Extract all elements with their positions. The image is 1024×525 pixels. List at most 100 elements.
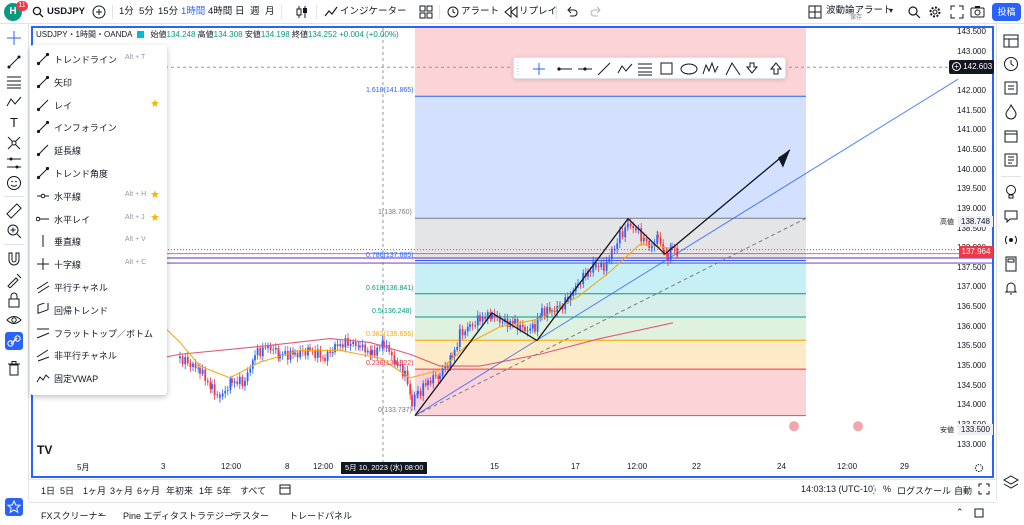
layout-grid-icon[interactable] [808,5,822,22]
indicators-button[interactable]: インジケーター [340,6,407,17]
interval-4h[interactable]: 4時間 [208,6,233,17]
menu-item-horizontal-line[interactable]: 水平線 Alt + H ★ [30,186,167,208]
emoji-icon[interactable] [6,175,22,191]
range-button[interactable]: 1年 [199,486,214,496]
fib-tool-icon[interactable] [6,74,22,90]
interval-day[interactable]: 日 [235,6,245,17]
candle-style-icon[interactable] [295,5,309,22]
zoom-in-icon[interactable] [6,223,22,239]
price-chart[interactable] [33,28,992,476]
watchlist-icon[interactable] [1003,33,1019,49]
interval-5m[interactable]: 5分 [139,6,154,17]
eye-icon[interactable] [6,312,22,328]
range-button[interactable]: 6ヶ月 [137,486,161,496]
range-button[interactable]: 3ヶ月 [110,486,134,496]
streams-icon[interactable] [1003,232,1019,248]
interval-month[interactable]: 月 [265,6,275,17]
ruler-icon[interactable] [6,203,22,219]
symbol-search[interactable]: USDJPY [47,6,86,17]
settings-gear-icon[interactable] [928,5,942,22]
panel-tab[interactable]: Pine エディタ [123,511,179,521]
legend-title[interactable]: USDJPY・1時間・OANDA [36,30,133,39]
expand-icon[interactable] [978,483,990,497]
menu-item-info-line[interactable]: インフォライン [30,117,167,139]
measure-group-icon[interactable] [6,155,22,171]
menu-item-trendline[interactable]: トレンドライン Alt + T [30,49,167,71]
redo-icon[interactable] [589,5,603,22]
lock-icon[interactable] [6,292,22,308]
tradingview-logo[interactable]: TV [37,443,53,457]
menu-item-regression-trend[interactable]: 回帰トレンド [30,300,167,322]
camera-icon[interactable] [970,5,985,22]
sync-drawings-icon[interactable] [5,332,23,350]
menu-item-parallel-channel[interactable]: 平行チャネル [30,277,167,299]
menu-item-vertical-line[interactable]: 垂直線 Alt + V [30,231,167,253]
crosshair-tool-icon[interactable] [6,30,22,46]
interval-week[interactable]: 週 [250,6,260,17]
range-button[interactable]: 5日 [60,486,75,496]
trendline-tool-icon[interactable] [6,54,22,70]
replay-button[interactable]: リプレイ [519,6,558,17]
publish-button[interactable]: 投稿 [992,3,1021,21]
stay-drawing-icon[interactable] [6,272,22,289]
data-window-icon[interactable] [1003,80,1019,96]
floating-toolbar-icons[interactable] [514,58,787,80]
calculator-icon[interactable] [1003,256,1019,272]
chevron-down-icon[interactable]: ⌄ [229,507,237,517]
menu-item-trend-angle[interactable]: トレンド角度 [30,163,167,185]
interval-15m[interactable]: 15分 [158,6,179,17]
axis-settings-icon[interactable] [974,463,984,476]
range-button[interactable]: 1日 [41,486,56,496]
menu-item-cross-line[interactable]: 十字線 Alt + C [30,254,167,276]
menu-item-flat-top-bottom[interactable]: フラットトップ／ボトム [30,323,167,345]
layout-name[interactable]: 波動論アラート [826,5,893,16]
menu-item-horizontal-ray[interactable]: 水平レイ Alt + J ★ [30,209,167,231]
percent-toggle[interactable]: % [883,484,892,494]
magnet-icon[interactable] [6,251,22,267]
indicators-icon[interactable] [324,5,338,22]
trash-icon[interactable] [6,360,22,376]
panel-tab[interactable]: トレードパネル [289,511,353,521]
notifications-bell-icon[interactable] [1003,280,1019,296]
chevron-down-icon[interactable]: ⌄ [97,507,105,517]
range-button[interactable]: 1ヶ月 [83,486,107,496]
chat-icon[interactable] [1003,208,1019,224]
alerts-clock-icon[interactable] [1003,56,1019,72]
layers-icon[interactable] [1002,474,1020,490]
chart-pane[interactable] [31,26,994,478]
calendar-icon[interactable] [1003,128,1019,144]
menu-item-extended-line[interactable]: 延長線 [30,140,167,162]
menu-item-arrow[interactable]: 矢印 [30,72,167,94]
text-tool-icon[interactable]: T [10,115,18,130]
menu-item-ray[interactable]: レイ ★ [30,95,167,117]
goto-date-icon[interactable] [279,483,291,497]
maximize-panel-icon[interactable] [974,508,984,520]
range-button[interactable]: 年初来 [166,486,194,496]
interval-1m[interactable]: 1分 [119,6,134,17]
prediction-tool-icon[interactable] [6,135,22,151]
auto-scale-toggle[interactable]: 自動 [954,486,973,496]
undo-icon[interactable] [565,5,579,22]
menu-item-disjoint-channel[interactable]: 非平行チャネル [30,345,167,367]
alert-button[interactable]: アラート [461,6,500,17]
interval-1h[interactable]: 1時間 [181,6,206,17]
favorites-star-icon[interactable] [5,498,23,516]
quick-search-icon[interactable] [907,5,921,22]
add-symbol-icon[interactable] [92,5,106,22]
range-button[interactable]: 5年 [217,486,232,496]
pattern-tool-icon[interactable] [6,94,22,110]
ideas-bulb-icon[interactable] [1003,184,1019,200]
log-scale-toggle[interactable]: ログスケール [897,486,952,496]
replay-icon[interactable] [504,5,518,22]
alert-icon[interactable] [446,5,460,22]
favorite-star-icon[interactable]: ★ [150,97,160,110]
collapse-panel-icon[interactable]: ⌃ [956,507,964,517]
clock-timezone[interactable]: 14:03:13 (UTC-10) [801,484,877,494]
add-alert-icon[interactable]: + [952,62,961,72]
menu-item-anchored-vwap[interactable]: 固定VWAP [30,368,167,390]
panel-tab[interactable]: ストラテジーテスター [179,511,270,521]
news-icon[interactable] [1003,152,1019,168]
chevron-down-icon[interactable]: ▾ [889,6,894,15]
favorite-star-icon[interactable]: ★ [150,211,160,224]
hotlist-fire-icon[interactable] [1003,103,1019,120]
